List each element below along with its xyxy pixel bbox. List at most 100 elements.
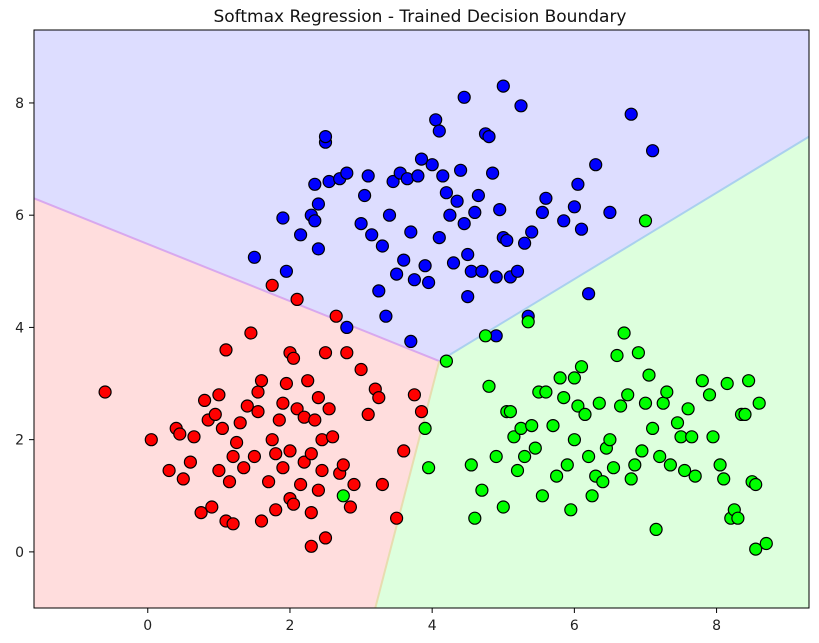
data-point	[525, 419, 539, 433]
data-point	[489, 270, 503, 284]
data-point	[539, 191, 553, 205]
data-point	[510, 264, 525, 278]
data-point	[546, 419, 560, 433]
data-point	[649, 522, 663, 537]
data-point	[308, 214, 322, 228]
data-point	[397, 444, 411, 458]
data-point	[471, 188, 485, 203]
data-point	[322, 402, 336, 416]
data-point	[411, 169, 425, 183]
data-point	[265, 278, 279, 292]
data-point	[549, 469, 564, 483]
data-point	[638, 214, 653, 228]
data-point	[628, 458, 642, 472]
data-point	[425, 158, 439, 172]
data-point	[443, 208, 457, 222]
data-point	[749, 477, 763, 492]
data-point	[361, 169, 375, 183]
data-point	[375, 477, 389, 492]
data-point	[514, 421, 528, 435]
data-point	[706, 430, 720, 444]
data-point	[414, 152, 429, 166]
data-point	[720, 376, 734, 391]
axes: 0 2 4 6 8 0 2 4 6 8	[15, 96, 721, 634]
data-point	[645, 421, 660, 435]
data-point	[343, 500, 357, 514]
data-point	[372, 391, 386, 405]
data-point	[517, 236, 532, 250]
data-point	[251, 405, 265, 419]
data-point	[279, 376, 293, 391]
data-point	[340, 166, 354, 180]
data-point	[173, 427, 187, 441]
y-tick-label: 4	[15, 320, 24, 336]
data-point	[539, 385, 553, 399]
data-point	[660, 385, 674, 399]
data-point	[656, 396, 670, 410]
data-point	[457, 90, 471, 104]
data-point	[439, 354, 453, 368]
data-point	[560, 458, 574, 472]
data-point	[318, 130, 333, 144]
data-point	[379, 309, 393, 323]
data-point	[336, 458, 350, 472]
data-point	[247, 250, 261, 264]
data-point	[429, 113, 443, 127]
data-point	[194, 505, 208, 520]
data-point	[468, 511, 482, 525]
data-point	[262, 475, 276, 489]
data-point	[468, 205, 482, 219]
data-point	[390, 511, 404, 525]
data-point	[365, 228, 379, 242]
data-point	[358, 188, 372, 203]
data-point	[592, 396, 606, 410]
data-point	[286, 497, 301, 511]
data-point	[162, 463, 176, 478]
data-point	[254, 374, 269, 388]
data-point	[269, 503, 283, 517]
data-point	[521, 315, 535, 329]
data-point	[596, 475, 610, 489]
data-point	[297, 455, 311, 469]
data-point	[457, 217, 471, 231]
data-point	[219, 343, 233, 357]
data-point	[418, 421, 432, 435]
data-point	[304, 539, 318, 553]
data-point	[407, 273, 421, 287]
data-point	[589, 158, 603, 172]
data-point	[311, 391, 325, 405]
data-point	[276, 461, 290, 475]
x-tick-label: 6	[570, 618, 579, 634]
data-point	[624, 472, 638, 486]
data-point	[311, 197, 325, 211]
data-point	[461, 290, 475, 304]
data-point	[482, 379, 496, 393]
data-point	[585, 489, 599, 503]
data-point	[478, 329, 493, 343]
data-point	[315, 463, 329, 478]
data-point	[354, 217, 368, 231]
data-point	[475, 264, 489, 278]
data-point	[247, 449, 261, 464]
data-point	[503, 405, 517, 419]
y-tick-label: 8	[15, 96, 24, 112]
data-point	[713, 458, 727, 472]
data-point	[603, 433, 617, 447]
data-point	[557, 391, 571, 405]
data-point	[677, 463, 692, 478]
data-point	[208, 407, 222, 421]
data-point	[567, 433, 582, 447]
data-point	[187, 430, 201, 444]
data-point	[603, 205, 617, 219]
data-point	[482, 130, 496, 144]
data-point	[422, 275, 436, 290]
data-point	[606, 461, 621, 475]
data-point	[361, 407, 375, 421]
data-point	[254, 514, 269, 528]
data-point	[183, 455, 197, 469]
data-point	[279, 264, 293, 278]
data-point	[304, 447, 318, 461]
data-point	[500, 233, 514, 247]
data-point	[663, 458, 678, 472]
y-tick-label: 2	[15, 433, 24, 449]
